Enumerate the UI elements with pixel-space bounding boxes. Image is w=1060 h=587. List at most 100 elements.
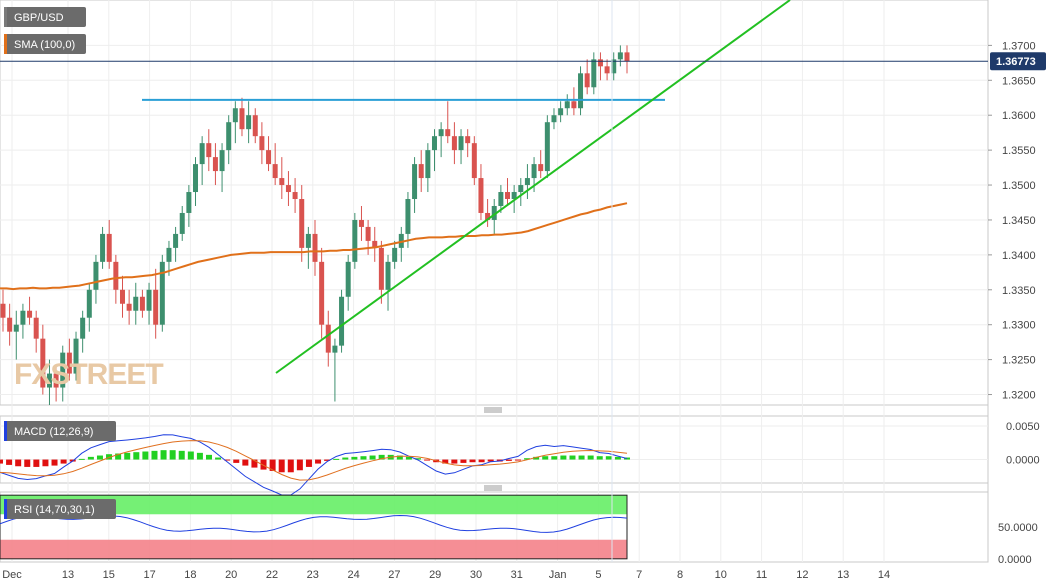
rsi-oversold-zone [0,539,627,559]
candle-body [445,129,451,137]
y-tick-label: 1.3250 [1002,355,1036,367]
symbol-badge[interactable]: GBP/USD [4,7,86,27]
x-tick-label: 17 [143,569,155,581]
macd-bar [551,456,558,460]
macd-bar [324,459,331,461]
macd-bar [160,450,167,460]
sma-badge[interactable]: SMA (100,0) [4,34,86,54]
panel-resize-handle[interactable] [484,485,502,491]
macd-bar [533,456,540,460]
x-tick-label: 11 [756,569,767,581]
candle-body [531,164,537,179]
candle-body [27,310,33,318]
candle-body [13,324,19,332]
macd-bar [206,454,212,460]
candle-body [319,261,325,325]
panel-resize-handle[interactable] [484,407,502,413]
candle-body [591,59,597,88]
rsi-tick-label: 50.0000 [998,522,1038,534]
rsi-overbought-zone [0,495,627,515]
candle-body [498,192,504,206]
sma-badge-background[interactable] [4,34,86,54]
candle-body [0,303,6,318]
rsi-zone-border [0,494,628,560]
macd-bar [587,455,594,460]
candle-body [193,164,199,193]
macd-bar [524,458,531,460]
macd-bar [369,455,376,460]
candle-body [578,73,584,109]
candle-body [425,150,431,179]
candle-body [597,59,603,67]
macd-bar [78,458,85,460]
macd-bar [187,451,194,460]
macd-bar [605,456,612,460]
macd-histogram [0,450,630,473]
macd-bar [396,455,403,460]
macd-bar [351,456,358,460]
y-tick-label: 1.3650 [1002,75,1036,87]
macd-bar [460,459,467,463]
macd-bar [451,459,458,464]
macd-bar [260,459,267,470]
x-tick-label: 13 [837,569,849,581]
y-tick-label: 1.3550 [1002,145,1036,157]
y-tick-label: 1.3400 [1002,250,1036,262]
candle-body [345,261,351,297]
candle-body [206,143,212,158]
macd-bar [115,453,122,460]
macd-badge-background[interactable] [4,421,116,441]
macd-badge-swatch [4,421,7,441]
candle-body [564,101,570,109]
x-tick-label: 10 [715,569,727,581]
candle-body [139,296,145,311]
candle-body [60,352,66,388]
macd-bar [6,459,13,465]
macd-bar [106,454,113,460]
macd-badge[interactable]: MACD (12,26,9) [4,421,116,441]
candle-body [358,219,364,227]
candle-body [173,233,179,248]
rsi-badge-background[interactable] [4,499,116,519]
candle-body [285,185,291,193]
macd-bar [360,456,367,460]
sma-badge-swatch [4,34,7,54]
x-tick-label: 29 [429,569,441,581]
candle-body [299,199,305,248]
rsi-tick-label: 0.0000 [998,554,1032,566]
macd-badge-label: MACD (12,26,9) [14,426,93,438]
rsi-badge-swatch [4,499,7,519]
candle-body [272,164,278,179]
macd-bar [614,456,621,460]
candle-body [604,66,610,74]
candle-body [412,164,418,200]
macd-bar [487,459,494,462]
candle-body [538,164,544,172]
current-price-label: 1.36773 [996,56,1036,68]
rsi-badge[interactable]: RSI (14,70,30,1) [4,499,116,519]
candle-body [584,73,590,88]
candle-body [279,178,285,186]
candle-body [219,150,225,172]
candle-body [119,289,125,304]
macd-bar [178,450,185,460]
sma-line [0,202,628,291]
x-tick-label: 8 [677,569,683,581]
x-tick-label: 14 [878,569,890,581]
macd-bar [542,456,549,460]
symbol-badge-background[interactable] [4,7,86,27]
candle-body [451,136,457,151]
candle-body [544,122,550,172]
candle-body [266,150,272,165]
candle-body [558,108,564,116]
candle-body [80,317,86,339]
candle-body [624,52,630,62]
candle-body [100,233,106,262]
macd-bar [124,452,131,460]
candle-body [40,338,46,388]
x-tick-label: 31 [511,569,523,581]
macd-bar [315,459,322,464]
candle-body [365,226,371,241]
candle-body [485,212,491,220]
